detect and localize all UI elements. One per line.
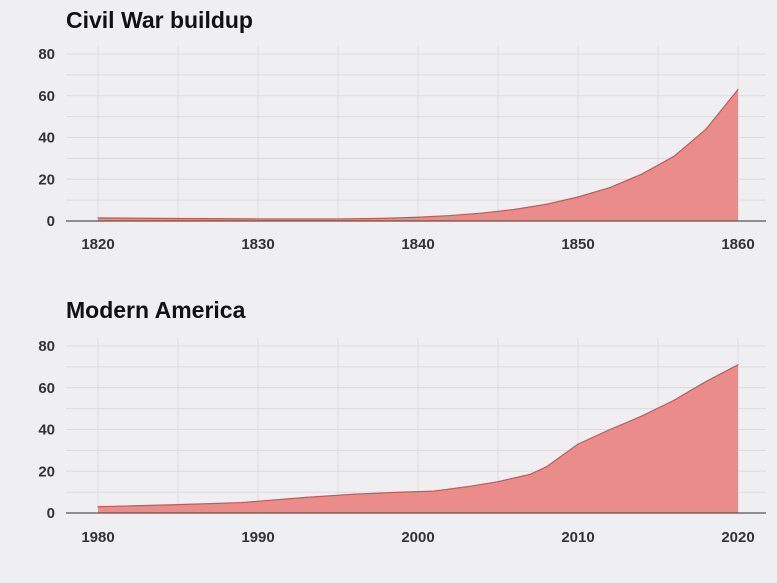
data-point [641, 173, 643, 175]
data-point [97, 217, 99, 219]
series-area [98, 89, 738, 221]
data-point [609, 187, 611, 189]
data-point [97, 506, 99, 508]
x-tick-label: 1980 [81, 529, 114, 546]
data-point [673, 399, 675, 401]
data-point [529, 473, 531, 475]
civil-war-chart: Civil War buildup 0 20 40 60 80 1820 1830 1840 18… [38, 7, 766, 253]
chart-title: Modern America [66, 297, 246, 323]
data-point [337, 218, 339, 220]
x-tick-label: 1830 [241, 236, 274, 253]
y-tick-label: 60 [38, 88, 55, 105]
y-tick-label: 20 [38, 171, 55, 188]
data-point [577, 196, 579, 198]
data-point [465, 486, 467, 488]
data-point [609, 428, 611, 431]
x-tick-label: 1820 [81, 236, 114, 253]
x-tick-label: 2000 [401, 529, 434, 546]
series-line [97, 89, 739, 220]
y-tick-label: 60 [38, 380, 55, 397]
data-point [513, 208, 515, 211]
y-tick-label: 0 [47, 213, 55, 230]
x-tick-label: 1840 [401, 236, 434, 253]
data-point [545, 203, 547, 205]
data-point [177, 217, 179, 220]
data-point [673, 155, 675, 157]
data-point [353, 493, 355, 495]
y-tick-label: 80 [38, 338, 55, 355]
chart-title: Civil War buildup [66, 7, 253, 33]
data-point [705, 128, 707, 130]
data-point [481, 212, 483, 214]
data-point [177, 504, 179, 506]
data-point [417, 216, 419, 218]
data-point [433, 490, 435, 492]
data-point [257, 218, 259, 220]
data-point [497, 481, 499, 483]
data-point [737, 88, 739, 91]
data-point [705, 380, 707, 383]
x-tick-label: 1860 [721, 236, 754, 253]
y-tick-label: 20 [38, 463, 55, 480]
data-point [385, 217, 387, 219]
data-point [449, 214, 451, 217]
series-area [98, 364, 738, 513]
y-tick-label: 0 [47, 505, 55, 522]
y-tick-label: 40 [38, 422, 55, 439]
data-point [305, 496, 307, 498]
x-tick-label: 1990 [241, 529, 274, 546]
x-tick-label: 2020 [721, 529, 754, 546]
data-point [737, 364, 739, 366]
data-point [241, 501, 243, 504]
y-tick-label: 40 [38, 130, 55, 147]
data-point [545, 466, 547, 468]
x-tick-label: 1850 [561, 236, 594, 253]
data-point [641, 415, 643, 417]
data-point [577, 443, 579, 445]
modern-america-chart: Modern America 0 20 40 60 80 1980 1990 2000 2010 2… [38, 297, 766, 546]
y-tick-label: 80 [38, 46, 55, 63]
x-tick-label: 2010 [561, 529, 594, 546]
data-point [401, 491, 403, 493]
